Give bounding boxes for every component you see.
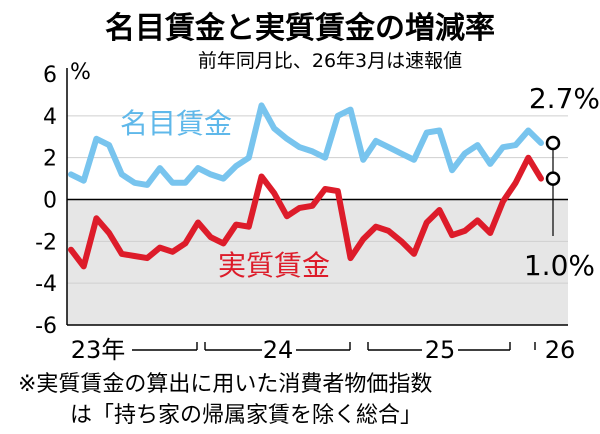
negative-region-shading: [67, 199, 568, 325]
chart-title: 名目賃金と実質賃金の増減率: [105, 11, 495, 46]
x-group-label: 25: [425, 336, 456, 364]
y-axis-unit-label: %: [70, 60, 91, 85]
y-tick-label: -2: [35, 230, 57, 255]
y-tick-label: 2: [43, 147, 57, 172]
y-tick-label: 4: [43, 105, 57, 130]
y-tick-label: -6: [35, 314, 57, 339]
y-tick-label: 6: [43, 63, 57, 88]
marker-real-latest: [545, 171, 561, 186]
x-group-label: 24: [263, 336, 294, 364]
x-group-label: 23年: [71, 336, 126, 364]
x-group-label: 26: [545, 336, 576, 364]
footnote-line-2: は「持ち家の帰属家賃を除く総合」: [70, 403, 422, 428]
series-line-real: [68, 154, 544, 270]
series-label-nominal: 名目賃金: [120, 107, 232, 140]
y-tick-label: 0: [43, 189, 57, 214]
series-label-real: 実質賃金: [218, 249, 330, 282]
y-tick-label: -4: [35, 272, 57, 297]
marker-nominal-latest: [545, 135, 561, 151]
footnote-line-1: ※実質賃金の算出に用いた消費者物価指数: [18, 372, 432, 397]
y-axis-tick-labels: 6 4 2 0 -2 -4 -6: [35, 63, 57, 339]
series-layer: [68, 102, 561, 270]
annotation-real-value: 1.0%: [524, 249, 595, 282]
annotation-nominal-value: 2.7%: [529, 82, 600, 115]
series-line-nominal: [68, 102, 544, 188]
x-axis-year-labels: 23年 24 25 26: [71, 336, 576, 364]
chart-subtitle: 前年同月比、26年3月は速報値: [198, 50, 462, 72]
